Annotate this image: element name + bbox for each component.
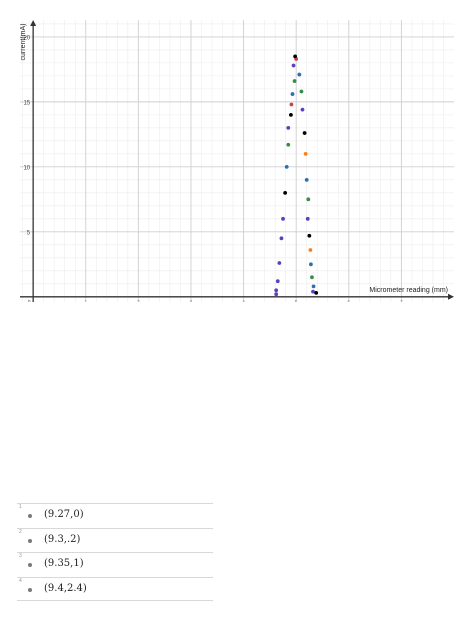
scatter-plot: 012345675101520 Micrometer reading (mm) … [20, 20, 454, 302]
data-point [293, 54, 298, 59]
y-axis-label: current(mA) [20, 24, 27, 61]
expression-row[interactable]: 3 (9.35,1) [17, 552, 213, 577]
y-tick-label: 20 [23, 35, 30, 41]
data-point [310, 275, 314, 280]
x-tick-label: 1 [84, 300, 87, 302]
point-style-icon[interactable] [28, 514, 32, 518]
data-point [311, 289, 315, 294]
x-tick-label: 6 [347, 300, 350, 302]
minor-grid [20, 20, 454, 302]
expression-row[interactable]: 4 (9.4,2.4) [17, 576, 213, 601]
data-point [289, 112, 293, 117]
data-point [311, 284, 316, 289]
x-tick-label: 7 [400, 300, 403, 302]
y-axis-arrow [30, 20, 37, 26]
expression-list: 1 (9.27,0) 2 (9.3,.2) 3 (9.35,1) 4 (9.4,… [17, 503, 213, 601]
row-index: 1 [19, 504, 22, 510]
x-tick-label: 4 [242, 300, 245, 302]
x-tick-label: 2 [137, 300, 140, 302]
data-point [290, 92, 295, 96]
data-point [291, 63, 296, 68]
data-point [284, 164, 289, 169]
data-point [305, 216, 310, 221]
data-point [302, 131, 307, 135]
row-index: 3 [19, 553, 22, 559]
tick-labels: 0 1 2 3 4 5 6 7 5 10 15 20 [23, 35, 403, 302]
data-point [314, 291, 319, 295]
point-style-icon[interactable] [28, 587, 32, 592]
data-point [281, 216, 285, 221]
data-point [299, 89, 304, 94]
point-style-icon[interactable] [28, 538, 32, 543]
data-point [309, 262, 313, 267]
y-tick-label: 5 [27, 230, 31, 236]
data-point [275, 279, 280, 284]
expression-text[interactable]: (9.35,1) [44, 558, 84, 569]
x-axis-label: Micrometer reading (mm) [369, 287, 448, 294]
data-point [307, 233, 312, 238]
data-point [289, 102, 294, 107]
major-grid [20, 20, 454, 302]
x-tick-label: 0 [28, 300, 31, 302]
expression-row[interactable]: 2 (9.3,.2) [17, 527, 213, 553]
data-point [306, 197, 311, 202]
data-point [292, 79, 297, 83]
x-tick-label: 3 [190, 300, 193, 302]
point-style-icon[interactable] [28, 563, 32, 567]
data-point [286, 142, 291, 147]
row-index: 2 [19, 528, 22, 535]
x-axis-arrow [448, 293, 454, 300]
data-point [304, 177, 309, 182]
expression-row[interactable]: 1 (9.27,0) [17, 503, 213, 528]
expression-text[interactable]: (9.4,2.4) [44, 582, 87, 594]
data-point [283, 190, 288, 195]
expression-text[interactable]: (9.27,0) [44, 509, 84, 520]
data-point [279, 236, 284, 241]
data-point [303, 151, 308, 156]
data-point [274, 292, 279, 297]
x-tick-label: 5 [295, 300, 298, 302]
data-point [297, 72, 302, 77]
data-point [286, 125, 291, 130]
data-points [274, 54, 319, 297]
data-point [274, 288, 279, 293]
axes [20, 20, 454, 302]
y-tick-label: 10 [23, 165, 30, 171]
data-point [300, 107, 305, 112]
expression-text[interactable]: (9.3,.2) [44, 533, 81, 545]
data-point [308, 248, 313, 252]
y-tick-label: 15 [23, 100, 30, 106]
row-index: 4 [19, 577, 22, 584]
data-point [277, 261, 282, 265]
